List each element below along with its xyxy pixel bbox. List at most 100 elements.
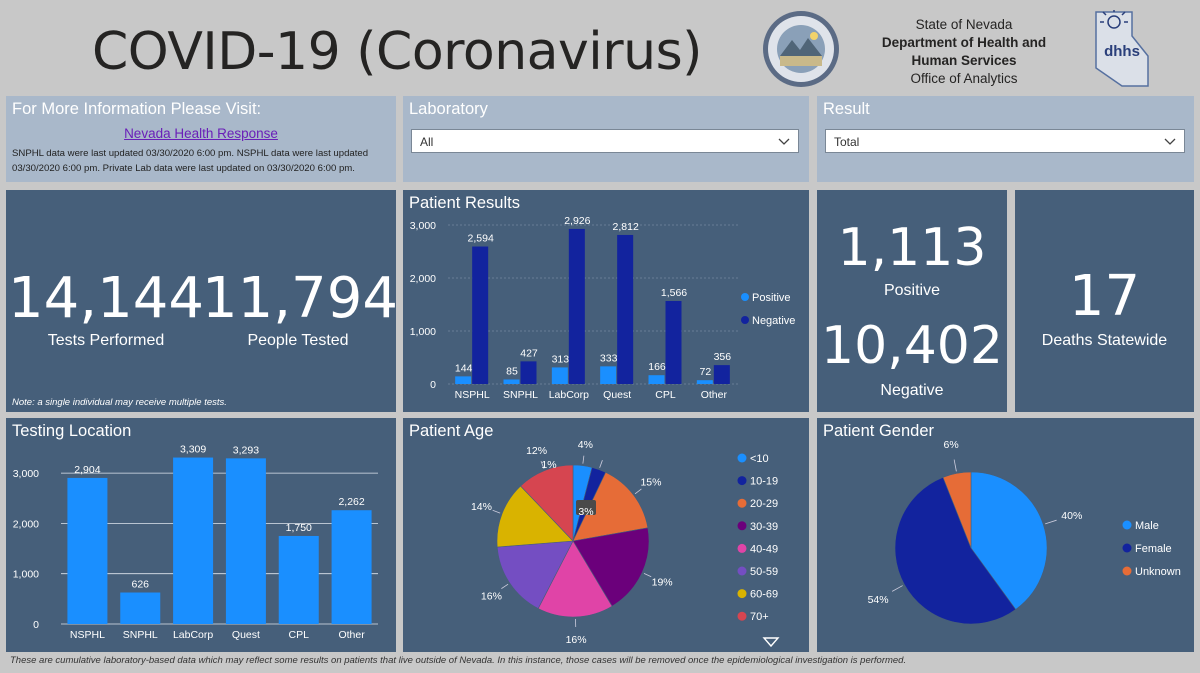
tests-note: Note: a single individual may receive mu… [12, 397, 227, 408]
x-tick-label: SNPHL [123, 629, 158, 641]
pie-data-label: 40% [1061, 510, 1082, 522]
bar-positive [503, 379, 520, 384]
bar-negative [617, 234, 634, 384]
legend-label: 40-49 [750, 543, 778, 555]
data-label-bg [576, 500, 596, 515]
data-label: 166 [648, 361, 666, 373]
legend-label: 60-69 [750, 589, 778, 601]
y-tick-label: 0 [430, 379, 436, 391]
pie-data-label: 16% [566, 634, 587, 646]
leader-line [1045, 519, 1057, 525]
bar-positive [551, 367, 568, 384]
legend-marker [1122, 566, 1132, 576]
testing-location-title: Testing Location [12, 422, 132, 440]
leader-line [540, 461, 545, 469]
positive-label: Positive [883, 282, 941, 299]
bar-negative [568, 228, 585, 384]
result-dropdown-value: Total [834, 135, 860, 149]
gender-slice [942, 471, 972, 549]
data-label: 3,309 [180, 444, 206, 456]
patient-results-panel: Patient Results 0 1,000 2,000 3,000 144 2,594… [403, 190, 809, 412]
result-filter-panel: Result Total [817, 96, 1194, 182]
data-label: 313 [552, 353, 570, 365]
agency-office: Office of Analytics [910, 71, 1018, 86]
legend-marker-negative [741, 316, 749, 324]
legend-marker [737, 589, 747, 599]
deaths-panel: 17 Deaths Statewide [1015, 190, 1194, 412]
legend-label: 50-59 [750, 566, 778, 578]
nevada-seal-logo [763, 11, 839, 87]
bar-positive [648, 375, 665, 384]
leader-line [634, 488, 642, 495]
legend-label: Positive [752, 292, 791, 304]
laboratory-dropdown[interactable]: All [411, 129, 799, 153]
laboratory-dropdown-value: All [420, 135, 434, 149]
agency-state: State of Nevada [915, 17, 1013, 32]
x-tick-label: Quest [232, 629, 260, 641]
legend-marker [737, 521, 747, 531]
update-info-text: SNPHL data were last updated 03/30/2020 … [12, 148, 369, 174]
bar-testing-location [67, 477, 108, 624]
data-label: 3,293 [233, 444, 259, 456]
patient-gender-chart: 40% 54% 6% Male Female Unknown [868, 439, 1181, 625]
agency-department-cont: Human Services [911, 53, 1017, 68]
age-slice [496, 485, 574, 548]
dhhs-logo: dhhs [1095, 10, 1149, 87]
patient-gender-title: Patient Gender [823, 422, 934, 440]
positive-value: 1,113 [837, 218, 987, 278]
y-tick-label: 3,000 [13, 468, 39, 480]
y-tick-label: 3,000 [410, 220, 436, 232]
data-label: 2,904 [74, 464, 100, 476]
legend-label: Male [1135, 520, 1159, 532]
x-tick-label: CPL [289, 629, 310, 641]
bar-testing-location [120, 592, 161, 624]
patient-gender-panel: Patient Gender 40% 54% 6% Male Female Unknown [817, 418, 1194, 652]
result-dropdown[interactable]: Total [825, 129, 1185, 153]
patient-age-title: Patient Age [409, 422, 494, 440]
bar-testing-location [331, 510, 372, 624]
laboratory-filter-panel: Laboratory All [403, 96, 809, 182]
pie-data-label: 3% [578, 506, 593, 518]
bar-positive [600, 366, 617, 384]
age-slice [520, 464, 574, 542]
chevron-down-icon [778, 138, 790, 145]
bar-negative [472, 246, 489, 384]
leader-line [582, 455, 585, 464]
deaths-value: 17 [1068, 264, 1141, 329]
legend-label: Unknown [1135, 566, 1181, 578]
leader-line [953, 459, 957, 472]
patient-age-chart: 4% 3% 15% 19% 16% 16% 14% 12% 1% <10 10-19 20-29 30-… [471, 439, 780, 648]
pie-data-label: 12% [526, 445, 547, 457]
legend-label: 70+ [750, 611, 769, 623]
bar-testing-location [225, 458, 266, 624]
testing-location-panel: Testing Location 0 1,000 2,000 3,000 2,904 NS… [6, 418, 396, 652]
bar-positive [696, 380, 713, 384]
gender-slice [894, 476, 1017, 625]
legend-marker [1122, 543, 1132, 553]
footer-note: These are cumulative laboratory-based da… [10, 655, 907, 666]
x-tick-label: NSPHL [70, 629, 105, 641]
data-label: 356 [714, 351, 732, 363]
data-label: 1,750 [286, 522, 312, 534]
age-slice [572, 471, 649, 542]
bar-negative [713, 365, 730, 384]
negative-label: Negative [880, 382, 944, 399]
pie-data-label: 19% [652, 577, 673, 589]
data-label: 2,812 [613, 221, 639, 233]
age-slice [572, 527, 650, 607]
nevada-health-response-link[interactable]: Nevada Health Response [124, 126, 278, 141]
data-label: 1,566 [661, 287, 687, 299]
data-label: 144 [455, 362, 473, 374]
pie-data-label: 14% [471, 501, 492, 513]
data-label: 2,262 [338, 496, 364, 508]
bar-negative [665, 301, 682, 384]
age-slice [537, 540, 613, 618]
legend-label: 20-29 [750, 498, 778, 510]
legend-marker-positive [741, 293, 749, 301]
patient-age-panel: Patient Age 4% 3% 15% 19% 16% 16% 14% 12% 1% <10 1… [403, 418, 809, 652]
y-tick-label: 1,000 [410, 326, 436, 338]
bar-positive [455, 376, 472, 384]
leader-line [492, 509, 501, 514]
pie-data-label: 6% [944, 439, 959, 451]
legend-scroll-down-icon [762, 637, 780, 648]
